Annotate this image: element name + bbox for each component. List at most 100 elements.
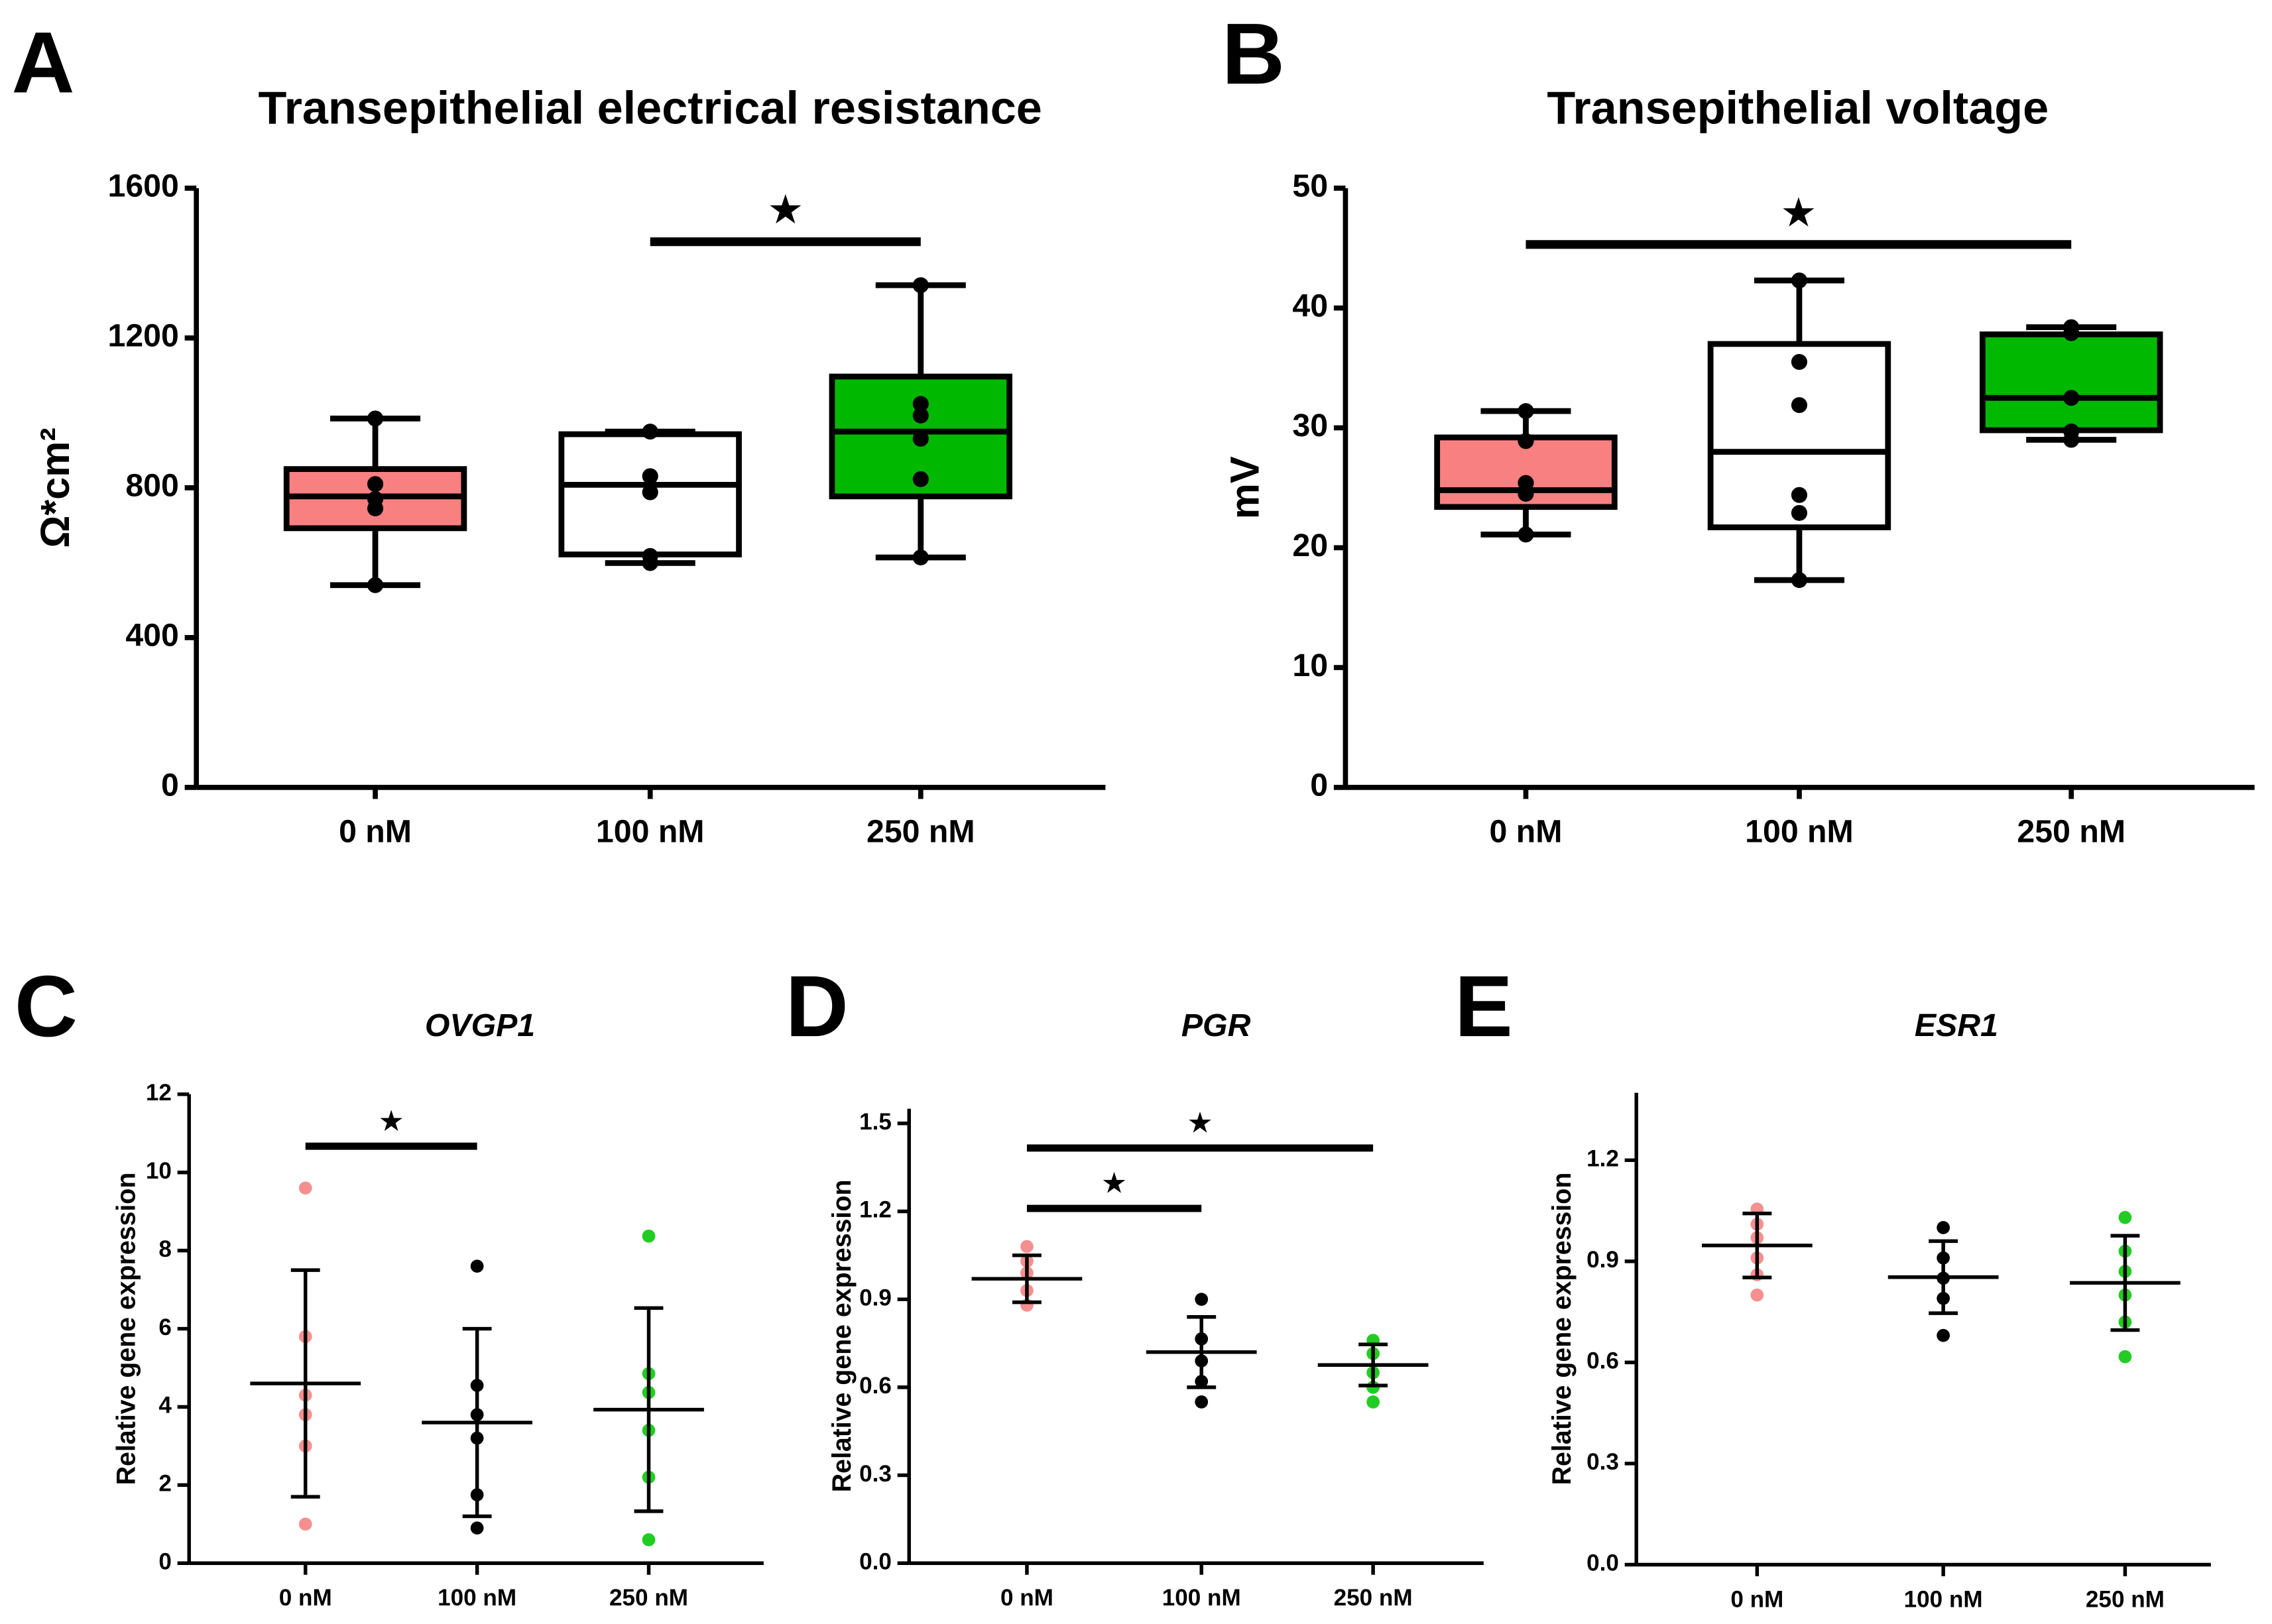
- y-tick-label: 1.2: [1586, 1146, 1619, 1172]
- y-tick-label: 20: [1292, 528, 1328, 563]
- data-point: [1791, 572, 1808, 589]
- data-point: [1518, 403, 1534, 420]
- x-tick-label: 0 nM: [279, 1585, 332, 1611]
- chart-title: ESR1: [1915, 1008, 1998, 1043]
- box: [1980, 331, 2163, 434]
- data-point: [1791, 504, 1808, 521]
- data-point: [642, 555, 658, 571]
- panel-letter: A: [12, 14, 75, 111]
- chart-title: OVGP1: [425, 1008, 535, 1043]
- x-tick-label: 250 nM: [867, 814, 975, 850]
- data-point: [1791, 397, 1808, 414]
- data-point: [642, 424, 658, 440]
- data-point: [912, 407, 929, 424]
- y-tick-label: 0: [1310, 768, 1328, 803]
- data-point: [298, 1517, 312, 1531]
- y-axis-label: Relative gene expression: [1547, 1173, 1577, 1485]
- chart-title: Transepithelial electrical resistance: [259, 82, 1042, 134]
- panel: E ESR1 Relative gene expression 0.0 0.3 0.6 0.…: [1455, 957, 2211, 1612]
- x-tick-label: 0 nM: [1490, 814, 1563, 850]
- y-tick-label: 40: [1292, 288, 1328, 323]
- y-tick-label: 1600: [107, 168, 178, 204]
- data-point: [2063, 432, 2080, 448]
- data-point: [2063, 325, 2080, 341]
- x-tick-label: 100 nM: [1745, 814, 1854, 850]
- significance-star: ★: [379, 1105, 404, 1137]
- data-point: [1791, 272, 1808, 289]
- data-point: [912, 396, 929, 412]
- y-tick-label: 0.9: [1586, 1247, 1619, 1273]
- y-tick-label: 30: [1292, 408, 1328, 443]
- y-axis-label: Relative gene expression: [111, 1173, 141, 1485]
- data-point: [1020, 1240, 1034, 1253]
- y-tick-label: 10: [1292, 648, 1328, 683]
- data-point: [1937, 1328, 1950, 1342]
- data-point: [642, 1533, 656, 1546]
- data-point: [642, 1229, 656, 1243]
- y-tick-label: 2: [158, 1471, 172, 1497]
- x-tick-label: 0 nM: [1730, 1586, 1783, 1612]
- x-tick-label: 250 nM: [2017, 814, 2125, 850]
- data-point: [1750, 1288, 1764, 1302]
- x-tick-label: 250 nM: [2086, 1586, 2165, 1612]
- y-tick-label: 8: [158, 1236, 172, 1262]
- y-tick-label: 0: [158, 1549, 172, 1575]
- significance-star: ★: [1187, 1107, 1213, 1139]
- data-point: [2063, 390, 2080, 406]
- panel-letter: C: [15, 957, 78, 1055]
- x-tick-label: 100 nM: [596, 814, 705, 850]
- data-point: [1791, 487, 1808, 503]
- y-tick-label: 800: [125, 468, 179, 504]
- y-tick-label: 1200: [107, 318, 178, 354]
- data-point: [367, 476, 384, 493]
- panel: B Transepithelial voltage mV 0 10 20 30 40 50 0 n…: [1222, 5, 2255, 850]
- y-tick-label: 0.9: [859, 1285, 892, 1310]
- y-tick-label: 0.6: [859, 1373, 892, 1399]
- y-tick-label: 50: [1292, 168, 1328, 204]
- data-point: [1195, 1293, 1209, 1306]
- data-point: [470, 1521, 484, 1535]
- panel-letter: D: [786, 957, 849, 1055]
- data-point: [367, 577, 384, 593]
- panel: D PGR Relative gene expression 0.0 0.3 0.6 0.9…: [786, 957, 1484, 1611]
- y-tick-label: 400: [125, 618, 179, 654]
- y-axis-label: Relative gene expression: [827, 1180, 857, 1493]
- chart-title: PGR: [1181, 1008, 1251, 1043]
- data-point: [470, 1259, 484, 1273]
- data-point: [1937, 1221, 1950, 1234]
- panel-letter: B: [1222, 5, 1285, 103]
- panel: A Transepithelial electrical resistance Ω*…: [12, 14, 1106, 850]
- data-point: [367, 410, 384, 427]
- y-tick-label: 0.0: [1586, 1550, 1619, 1576]
- y-tick-label: 0.3: [1586, 1449, 1619, 1475]
- x-tick-label: 100 nM: [1904, 1586, 1983, 1612]
- data-point: [912, 471, 929, 487]
- data-point: [1791, 354, 1808, 371]
- x-tick-label: 250 nM: [609, 1585, 688, 1611]
- data-point: [1518, 433, 1534, 449]
- y-tick-label: 1.2: [859, 1197, 892, 1223]
- data-point: [1518, 526, 1534, 543]
- significance-star: ★: [767, 187, 804, 232]
- data-point: [912, 277, 929, 294]
- x-tick-label: 250 nM: [1334, 1585, 1413, 1611]
- data-point: [912, 430, 929, 447]
- panel: C OVGP1 Relative gene expression 0 2 4 6 8 10 12 0…: [15, 957, 764, 1611]
- y-axis-label: mV: [1223, 456, 1268, 519]
- y-tick-label: 0.0: [859, 1549, 892, 1575]
- data-point: [912, 549, 929, 565]
- y-tick-label: 10: [146, 1158, 172, 1184]
- x-tick-label: 0 nM: [1000, 1585, 1053, 1611]
- y-tick-label: 12: [146, 1080, 172, 1106]
- data-point: [1195, 1395, 1209, 1409]
- data-point: [642, 468, 658, 485]
- x-tick-label: 0 nM: [339, 814, 412, 850]
- data-point: [367, 500, 384, 516]
- significance-star: ★: [1101, 1167, 1127, 1200]
- y-tick-label: 4: [158, 1393, 172, 1419]
- data-point: [1518, 485, 1534, 502]
- x-tick-label: 100 nM: [1162, 1585, 1241, 1611]
- y-tick-label: 0.6: [1586, 1348, 1619, 1374]
- data-point: [1366, 1395, 1380, 1409]
